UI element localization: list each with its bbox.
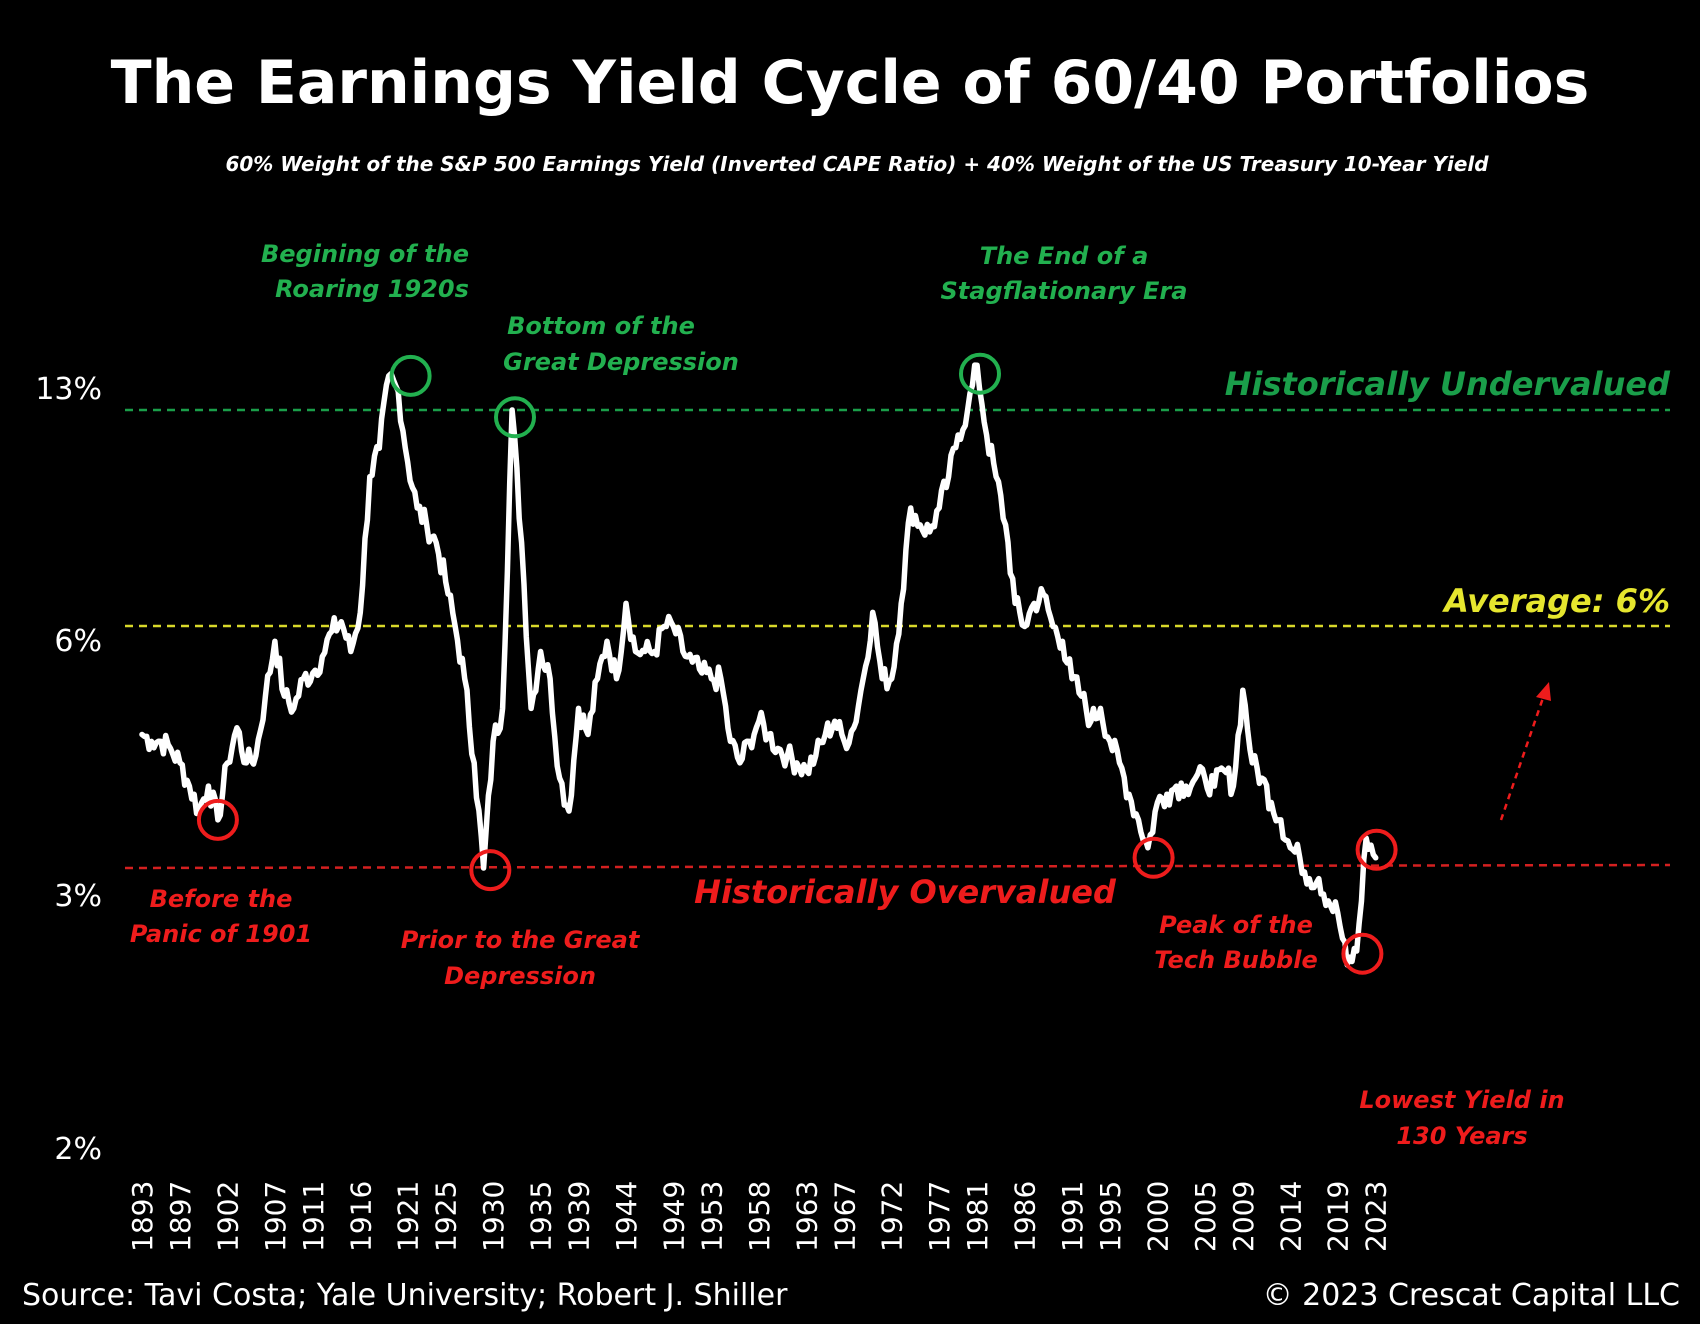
source-text: Source: Tavi Costa; Yale University; Rob… — [22, 1278, 788, 1313]
x-tick-label: 1893 — [126, 1181, 159, 1252]
x-tick-label: 1967 — [828, 1181, 861, 1252]
x-tick-label: 1935 — [525, 1181, 558, 1252]
chart-title: The Earnings Yield Cycle of 60/40 Portfo… — [111, 48, 1590, 118]
annotation-circle-7 — [1341, 932, 1384, 975]
copyright-text: © 2023 Crescat Capital LLC — [1263, 1278, 1680, 1313]
x-tick-label: 2000 — [1141, 1181, 1174, 1252]
annotation-text: Tech Bubble — [1154, 946, 1317, 974]
chart-subtitle: 60% Weight of the S&P 500 Earnings Yield… — [225, 152, 1489, 176]
annotation-text: Depression — [444, 962, 596, 990]
annotation-circle-4 — [196, 798, 239, 841]
x-tick-label: 2005 — [1189, 1181, 1222, 1252]
earnings-yield-line — [139, 362, 1379, 968]
annotation-text: Begining of the — [261, 240, 469, 268]
y-axis: 13% 6% 3% 2% — [35, 372, 102, 1167]
x-tick-label: 1939 — [563, 1181, 596, 1252]
annotation-circles — [196, 352, 1398, 975]
y-tick-label: 3% — [54, 879, 102, 914]
x-tick-label: 1958 — [743, 1181, 776, 1252]
x-tick-label: 1921 — [392, 1181, 425, 1252]
x-tick-label: 2009 — [1227, 1181, 1260, 1252]
x-tick-label: 1977 — [923, 1181, 956, 1252]
x-tick-label: 1930 — [477, 1181, 510, 1252]
x-tick-label: 1897 — [164, 1181, 197, 1252]
x-tick-label: 1981 — [961, 1181, 994, 1252]
x-tick-label: 1911 — [297, 1181, 330, 1252]
x-tick-label: 1963 — [790, 1181, 823, 1252]
undervalued-label: Historically Undervalued — [1225, 365, 1671, 403]
y-tick-label: 6% — [54, 624, 102, 659]
x-tick-label: 1916 — [344, 1181, 377, 1252]
x-tick-label: 1949 — [657, 1181, 690, 1252]
annotation-text: Stagflationary Era — [941, 277, 1188, 305]
x-tick-label: 1995 — [1094, 1181, 1127, 1252]
x-tick-label: 1972 — [876, 1181, 909, 1252]
overvalued-label: Historically Overvalued — [694, 873, 1117, 911]
annotation-circle-1 — [389, 354, 432, 397]
x-tick-label: 1991 — [1056, 1181, 1089, 1252]
annotation-circle-2 — [494, 396, 536, 439]
annotation-text: Great Depression — [503, 348, 739, 376]
annotation-circle-3 — [959, 352, 1001, 395]
x-tick-label: 1902 — [211, 1181, 244, 1252]
annotation-text: Roaring 1920s — [275, 275, 469, 303]
annotation-texts: Begining of the Roaring 1920s Bottom of … — [130, 240, 1565, 1150]
annotation-text: Prior to the Great — [401, 926, 641, 954]
x-tick-label: 2019 — [1322, 1181, 1355, 1252]
x-tick-label: 1907 — [259, 1181, 292, 1252]
overvalued-reference-line — [124, 863, 1671, 870]
annotation-text: Lowest Yield in — [1359, 1086, 1564, 1114]
annotation-text: Panic of 1901 — [130, 920, 312, 948]
annotation-circle-5 — [469, 849, 512, 892]
upward-arrow — [1499, 682, 1551, 821]
x-tick-label: 1925 — [430, 1181, 463, 1252]
x-tick-label: 1986 — [1009, 1181, 1042, 1252]
annotation-circle-2023 — [1355, 828, 1398, 871]
annotation-text: 130 Years — [1396, 1122, 1527, 1150]
x-tick-label: 2023 — [1360, 1181, 1393, 1252]
x-tick-label: 1953 — [695, 1181, 728, 1252]
x-axis: 1893 1897 1902 1907 1911 1916 1921 1925 1930 1935… — [126, 1181, 1393, 1252]
x-tick-label: 2014 — [1274, 1181, 1307, 1252]
y-tick-label: 2% — [54, 1132, 102, 1167]
y-tick-label: 13% — [35, 372, 102, 407]
annotation-text: Before the — [150, 885, 293, 913]
annotation-text: The End of a — [980, 242, 1149, 270]
x-tick-label: 1944 — [610, 1181, 643, 1252]
annotation-text: Peak of the — [1159, 911, 1313, 939]
annotation-circle-6 — [1132, 836, 1175, 879]
average-label: Average: 6% — [1441, 582, 1670, 620]
annotation-text: Bottom of the — [507, 312, 695, 340]
